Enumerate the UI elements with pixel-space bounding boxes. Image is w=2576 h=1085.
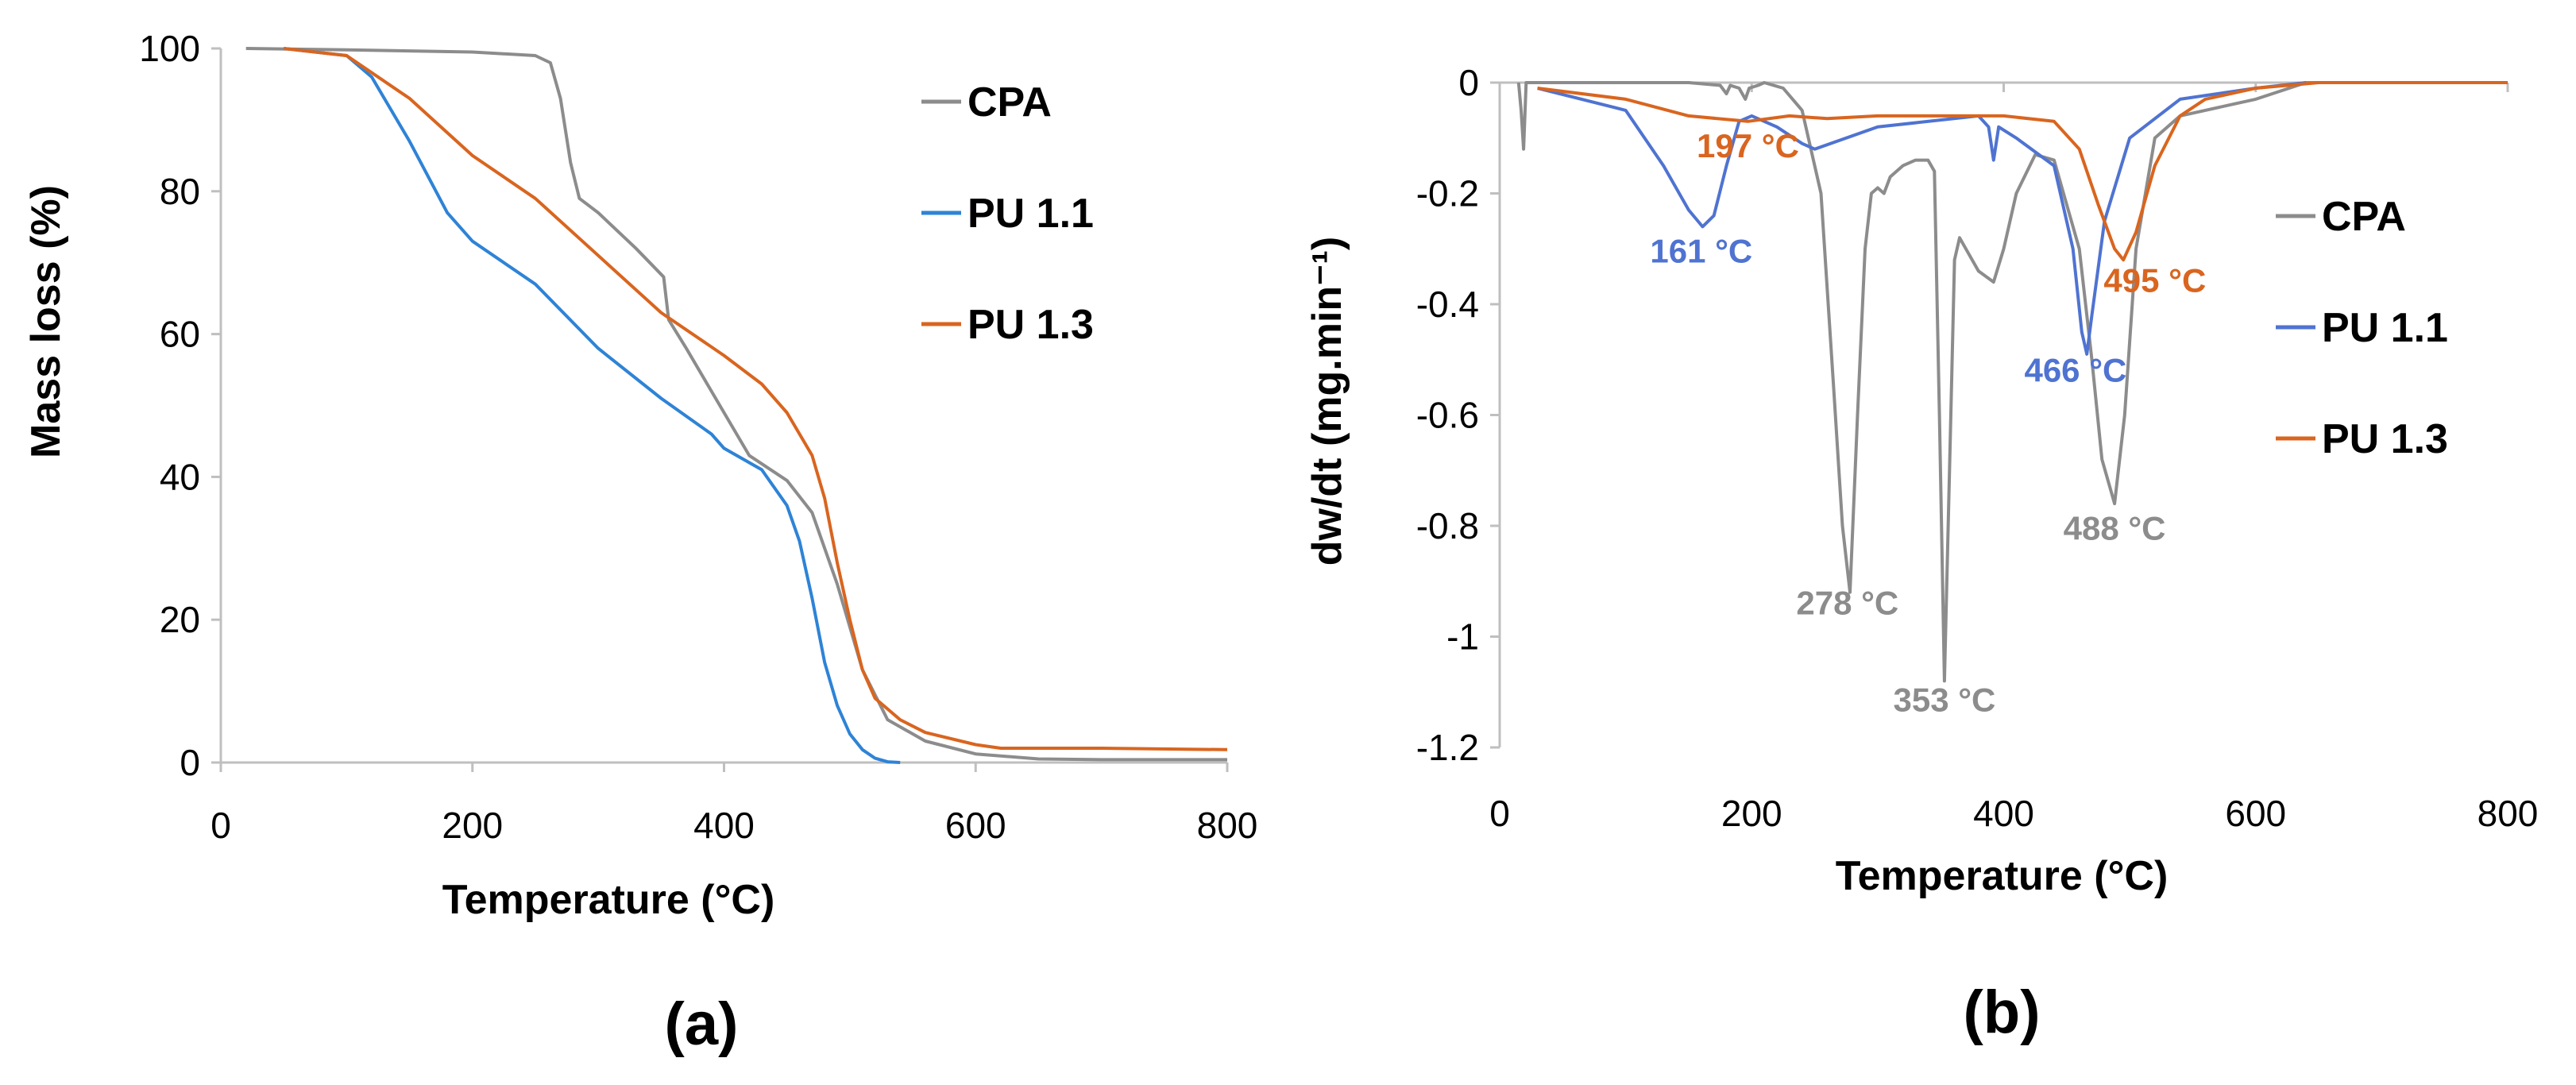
panel-b-y-tick-label: -1 — [1446, 616, 1479, 658]
panel-b-y-tick-label: -0.4 — [1416, 284, 1479, 325]
panel-b-y-tick-label: -0.8 — [1416, 505, 1479, 546]
panel-a-x-tick-label: 600 — [945, 805, 1006, 846]
panel-b-peak-label: 197 °C — [1697, 127, 1799, 164]
panel-a-series-cpa — [245, 47, 1227, 762]
panel-a-y-tick-label: 40 — [160, 456, 200, 497]
panel-b-legend-label-pu-1-1: PU 1.1 — [2322, 305, 2448, 351]
panel-a-x-tick-label: 800 — [1197, 805, 1258, 846]
panel-b-peak-label: 278 °C — [1796, 585, 1898, 622]
panel-a-legend-label-cpa: CPA — [967, 79, 1052, 125]
panel-b-chart: dw/dt (mg.min⁻¹) Temperature (°C) (b) 0-… — [1304, 62, 2538, 1046]
panel-a-x-tick-label: 0 — [210, 805, 231, 846]
panel-a-x-tick-label: 400 — [693, 805, 755, 846]
panel-b-y-tick-label: -1.2 — [1416, 727, 1479, 768]
panel-b-peak-label: 488 °C — [2064, 509, 2166, 546]
panel-b-legend-label-pu-1-3: PU 1.3 — [2322, 416, 2448, 462]
panel-a-series-pu-1-1 — [283, 47, 901, 764]
panel-b-x-tick-label: 600 — [2225, 793, 2286, 834]
panel-b-peak-label: 495 °C — [2103, 262, 2206, 299]
panel-b-legend-label-cpa: CPA — [2322, 194, 2406, 240]
panel-b-y-tick-label: 0 — [1458, 62, 1479, 103]
panel-b-x-tick-label: 800 — [2478, 793, 2539, 834]
panel-a-y-tick-label: 20 — [160, 599, 200, 640]
panel-b-y-tick-label: -0.6 — [1416, 395, 1479, 436]
panel-b-peak-label: 161 °C — [1650, 233, 1752, 270]
panel-b-y-tick-label: -0.2 — [1416, 173, 1479, 214]
panel-b-series-pu-1-1 — [1537, 81, 2307, 356]
panel-b-x-axis-title: Temperature (°C) — [1836, 853, 2169, 899]
panel-a-series-pu-1-3 — [283, 47, 1228, 751]
panel-a-label: (a) — [665, 990, 739, 1058]
panel-a-chart: Mass loss (%) Temperature (°C) (a) 0 20 40… — [23, 28, 1257, 1058]
panel-b-label: (b) — [1963, 979, 2040, 1046]
panel-b-peak-label: 353 °C — [1894, 682, 1996, 719]
panel-b-x-tick-label: 200 — [1721, 793, 1782, 834]
panel-b-x-tick-label: 400 — [1973, 793, 2034, 834]
panel-a-y-tick-label: 60 — [160, 314, 200, 355]
panel-b-series-pu-1-3 — [1537, 81, 2508, 262]
panel-a-y-tick-label: 100 — [139, 28, 200, 69]
panel-b-peak-label: 466 °C — [2024, 352, 2126, 389]
panel-a-y-tick-label: 80 — [160, 171, 200, 212]
panel-a-y-tick-label: 0 — [180, 742, 200, 783]
panel-b-x-tick-label: 0 — [1489, 793, 1510, 834]
panel-a-legend-label-pu-1-3: PU 1.3 — [967, 302, 1094, 348]
panel-b-y-axis-title: dw/dt (mg.min⁻¹) — [1304, 237, 1350, 566]
panel-a-x-tick-label: 200 — [442, 805, 503, 846]
panel-a-x-axis-title: Temperature (°C) — [442, 877, 775, 923]
panel-a-y-axis-title: Mass loss (%) — [23, 185, 69, 458]
panel-a-legend-label-pu-1-1: PU 1.1 — [967, 191, 1094, 237]
panel-b-series-cpa — [1516, 81, 2508, 683]
